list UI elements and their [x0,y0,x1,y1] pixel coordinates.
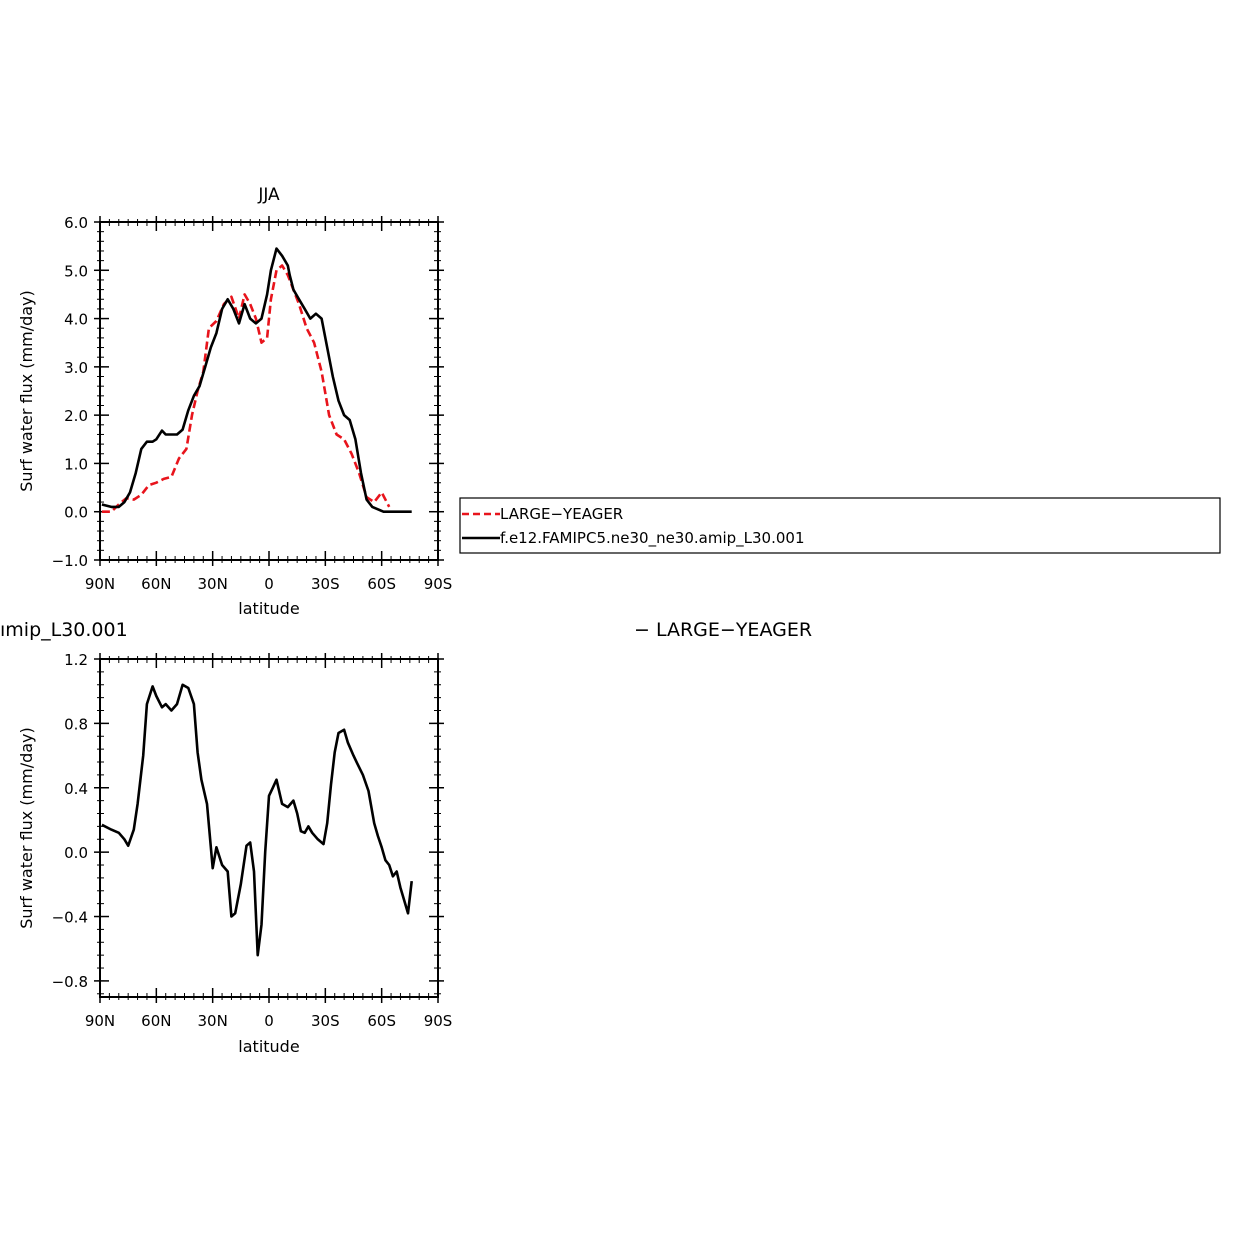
bottom-xtick-label: 90N [85,1012,115,1030]
bottom-ytick-label: 0.8 [64,715,88,733]
top-xtick-label: 0 [264,575,274,593]
top-ytick-label: 5.0 [64,262,88,280]
top-ytick-label: 1.0 [64,455,88,473]
bottom-plot-frame [99,658,439,998]
bottom-panel-difference: ımip_L30.001 − LARGE−YEAGER −0.8 −0.4 0.0 0… [0,619,812,1056]
top-ytick-label: 0.0 [64,504,88,522]
top-xtick-label: 90S [424,575,453,593]
top-ytick-label: 2.0 [64,407,88,425]
bottom-panel-title-left: ımip_L30.001 [0,619,128,641]
bottom-ytick-label: 1.2 [64,651,88,669]
bottom-ytick-label: 0.0 [64,844,88,862]
top-xtick-label: 60S [367,575,396,593]
top-x-axis-label: latitude [238,599,299,618]
top-panel-jja: JJA −1.0 0.0 1.0 2.0 3.0 4.0 5.0 6.0 90N 60N 30N 0 3… [17,185,452,618]
bottom-xtick-label: 0 [264,1012,274,1030]
bottom-xtick-label: 60N [141,1012,171,1030]
legend-label-famipc5: f.e12.FAMIPC5.ne30_ne30.amip_L30.001 [500,529,805,548]
bottom-xtick-label: 90S [424,1012,453,1030]
top-ytick-label: 6.0 [64,214,88,232]
top-xtick-label: 60N [141,575,171,593]
top-xtick-label: 30N [198,575,228,593]
top-ytick-label: 4.0 [64,311,88,329]
bottom-series-line-0 [101,683,413,957]
top-ytick-label: 3.0 [64,359,88,377]
top-plot-frame [99,221,439,561]
bottom-plot-area: −0.8 −0.4 0.0 0.4 0.8 1.2 90N 60N 30N 0 30S 60S 90S [52,651,453,1030]
bottom-ytick-label: −0.4 [52,909,88,927]
bottom-ytick-label: −0.8 [52,973,88,991]
legend-label-large-yeager: LARGE−YEAGER [500,505,623,523]
legend: LARGE−YEAGER f.e12.FAMIPC5.ne30_ne30.ami… [459,497,1221,554]
top-xtick-label: 30S [311,575,340,593]
top-panel-title: JJA [257,185,280,205]
bottom-panel-title-right: − LARGE−YEAGER [634,619,812,641]
bottom-ytick-label: 0.4 [64,780,88,798]
bottom-x-axis-label: latitude [238,1037,299,1056]
bottom-xtick-label: 30N [198,1012,228,1030]
bottom-xtick-label: 60S [367,1012,396,1030]
legend-box [459,497,1221,554]
bottom-xtick-label: 30S [311,1012,340,1030]
top-series-line-1 [101,247,412,514]
top-xtick-label: 90N [85,575,115,593]
top-plot-area: −1.0 0.0 1.0 2.0 3.0 4.0 5.0 6.0 90N 60N 30N 0 30S 60… [52,214,453,593]
bottom-y-axis-label: Surf water flux (mm/day) [17,727,36,929]
top-series-line-0 [101,264,391,514]
top-y-axis-label: Surf water flux (mm/day) [17,290,36,492]
top-ytick-label: −1.0 [52,552,88,570]
